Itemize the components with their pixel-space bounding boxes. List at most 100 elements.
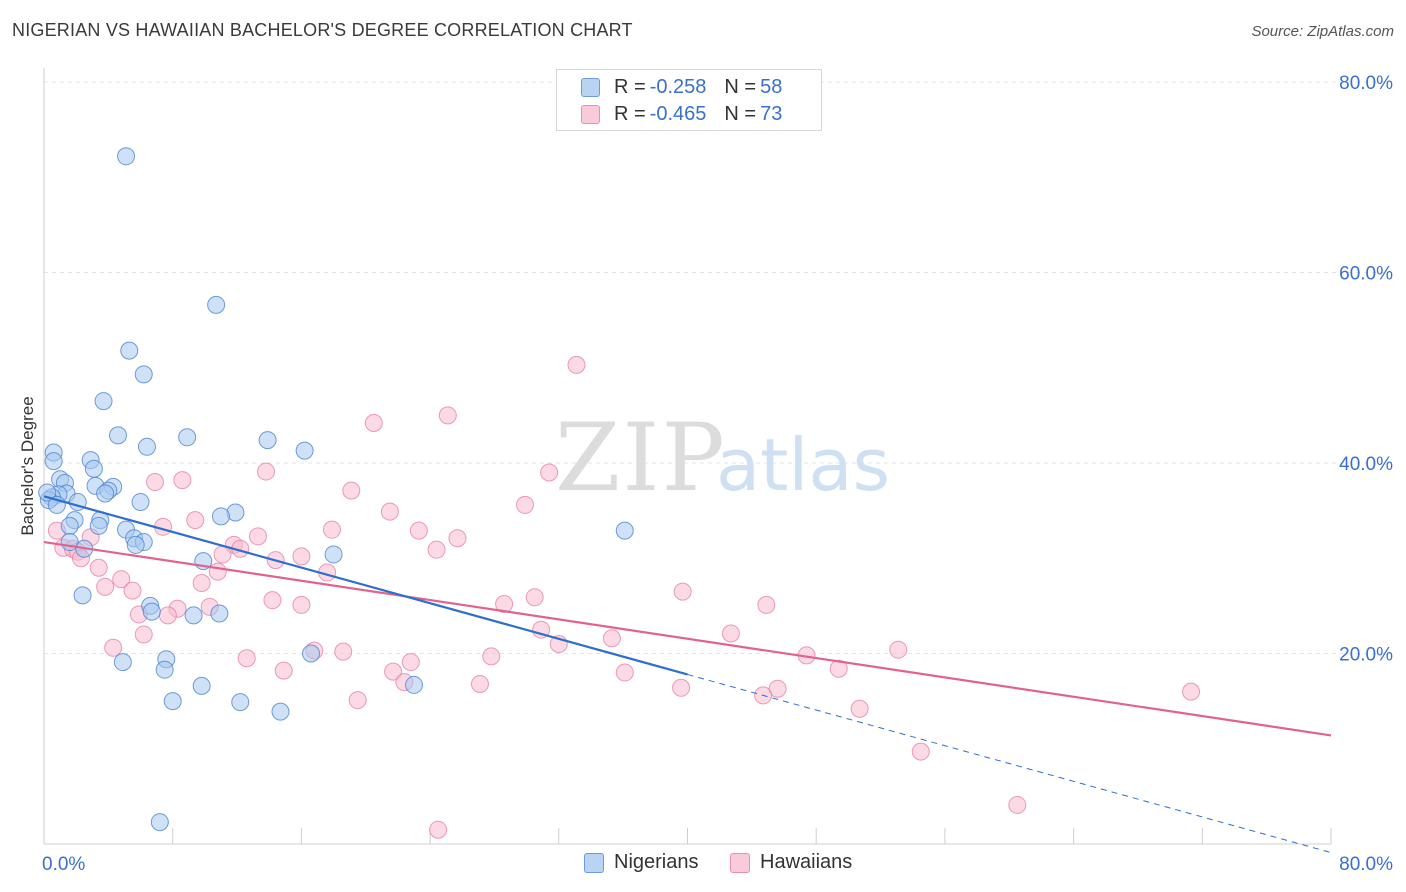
nigerians-point <box>94 392 113 411</box>
hawaiians-point <box>104 638 123 657</box>
nigerians-point <box>131 493 150 512</box>
legend-r-value: -0.465 <box>649 102 707 125</box>
hawaiians-point <box>248 527 267 546</box>
legend-item-nigerians[interactable]: Nigerians <box>584 851 698 874</box>
nigerians-point <box>142 602 161 621</box>
nigerians-point <box>89 516 108 535</box>
watermark-atlas: atlas <box>716 423 890 507</box>
y-tick-label: 40.0% <box>1339 454 1393 475</box>
hawaiians-point <box>409 521 428 540</box>
hawaiians-point <box>672 678 691 697</box>
hawaiians-point <box>146 473 165 492</box>
hawaiians-point <box>516 495 535 514</box>
hawaiians-point <box>348 691 367 710</box>
hawaiians-point <box>384 662 403 681</box>
hawaiians-point <box>1182 682 1201 701</box>
chart-title: NIGERIAN VS HAWAIIAN BACHELOR'S DEGREE C… <box>12 20 633 40</box>
watermark-zip: ZIP <box>555 404 727 513</box>
legend-swatch-hawaiians <box>730 852 750 873</box>
nigerians-point <box>120 341 139 360</box>
hawaiians-point <box>615 663 634 682</box>
y-tick-label: 80.0% <box>1339 73 1393 94</box>
legend-row-hawaiians: R = -0.465 N = 73 <box>581 101 782 127</box>
hawaiians-point <box>850 699 869 718</box>
hawaiians-point <box>401 653 420 672</box>
hawaiians-point <box>123 581 142 600</box>
nigerians-point <box>295 441 314 460</box>
hawaiians-point <box>342 481 361 500</box>
legend-label-hawaiians: Hawaiians <box>760 851 853 873</box>
axes: Bachelor's Degree <box>18 68 1332 845</box>
nigerians-point <box>324 545 343 564</box>
legend-item-hawaiians[interactable]: Hawaiians <box>730 851 852 874</box>
hawaiians-point <box>602 629 621 648</box>
nigerians-point <box>38 483 57 502</box>
nigerians-point <box>137 437 156 456</box>
nigerians-point <box>60 516 79 535</box>
hawaiians-point <box>525 588 544 607</box>
x-tick-label: 80.0% <box>1339 854 1393 875</box>
nigerians-point <box>258 431 277 450</box>
legend-swatch-hawaiians <box>581 104 600 124</box>
hawaiians-point <box>829 659 848 678</box>
nigerians-point <box>163 692 182 711</box>
hawaiians-point <box>263 591 282 610</box>
nigerians-point <box>211 507 230 526</box>
nigerians-point <box>302 644 321 663</box>
hawaiians-point <box>911 742 930 761</box>
hawaiians-point <box>532 620 551 639</box>
nigerians-series <box>38 147 634 832</box>
nigerians-point <box>178 428 197 447</box>
legend-n-label: N = <box>724 75 757 98</box>
nigerians-point <box>192 676 211 695</box>
hawaiians-point <box>96 577 115 596</box>
hawaiians-point <box>292 595 311 614</box>
gridlines <box>44 81 1394 654</box>
nigerians-point <box>84 459 103 478</box>
nigerians-point <box>117 147 136 166</box>
hawaiians-point <box>192 574 211 593</box>
nigerians-point <box>113 653 132 672</box>
hawaiians-point <box>237 649 256 668</box>
hawaiians-point <box>364 413 383 432</box>
nigerians-point <box>271 702 290 721</box>
hawaiians-point <box>322 520 341 539</box>
source-label: Source: ZipAtlas.com <box>1251 23 1394 40</box>
legend-n-label: N = <box>724 102 757 125</box>
y-tick-label: 20.0% <box>1339 645 1393 666</box>
nigerians-point <box>184 606 203 625</box>
nigerians-point <box>44 452 63 471</box>
nigerians-point <box>405 675 424 694</box>
legend-r-label: R = <box>614 102 646 125</box>
hawaiians-point <box>334 642 353 661</box>
hawaiians-trend-line <box>43 540 1332 737</box>
nigerians-point <box>73 586 92 605</box>
hawaiians-point <box>186 511 205 530</box>
nigerians-point <box>109 426 128 445</box>
tick-labels: 20.0% 40.0% 60.0% 80.0% 0.0% 80.0% <box>42 73 1393 875</box>
hawaiians-point <box>448 529 467 548</box>
hawaiians-point <box>89 558 108 577</box>
nigerians-trend-line <box>43 495 688 676</box>
hawaiians-point <box>540 463 559 482</box>
hawaiians-point <box>134 625 153 644</box>
hawaiians-point <box>567 355 586 374</box>
hawaiians-point <box>112 570 131 589</box>
hawaiians-point <box>757 595 776 614</box>
legend-n-value: 73 <box>760 102 783 125</box>
nigerians-point <box>210 604 229 623</box>
hawaiians-point <box>257 462 276 481</box>
hawaiians-point <box>1008 795 1027 814</box>
correlation-legend: R = -0.258 N = 58 R = -0.465 N = 73 <box>556 69 822 131</box>
legend-row-nigerians: R = -0.258 N = 58 <box>581 74 782 100</box>
nigerians-trend-extension <box>687 673 1332 854</box>
nigerians-point <box>615 521 634 540</box>
hawaiians-point <box>495 594 514 613</box>
nigerians-point <box>134 365 153 384</box>
hawaiians-point <box>470 674 489 693</box>
hawaiians-point <box>173 471 192 490</box>
hawaiians-point <box>427 540 446 559</box>
nigerians-point <box>155 660 174 679</box>
